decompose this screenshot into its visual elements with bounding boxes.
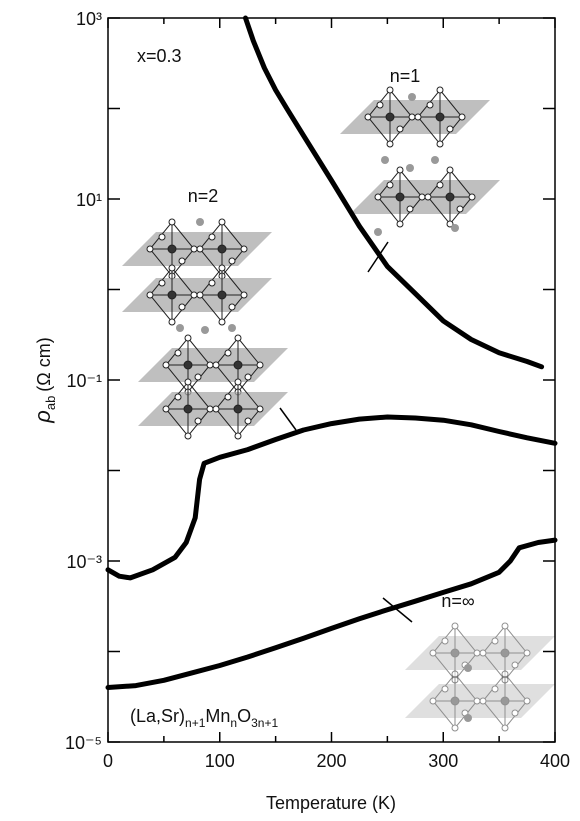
x-tick-label: 300 [428,751,458,771]
formula-text: (La,Sr) [130,706,185,726]
series-label: n=∞ [441,591,475,611]
x-tick-label: 400 [540,751,570,771]
y-tick-label: 10¹ [76,190,102,210]
annotation: x=0.3 [137,46,182,66]
formula-text: O [237,706,251,726]
formula-subscript: n [230,716,237,730]
y-tick-label: 10⁻³ [66,552,102,572]
formula: (La,Sr)n+1MnnO3n+1 [130,706,278,730]
y-tick-label: 10⁻⁵ [65,733,102,753]
series-line [243,15,545,370]
formula-subscript: 3n+1 [251,716,278,730]
series-label: n=1 [390,66,421,86]
y-axis-unit: (Ω cm) [34,337,54,391]
y-axis-symbol: ρ [30,410,55,424]
x-tick-label: 0 [103,751,113,771]
x-tick-label: 200 [316,751,346,771]
formula-subscript: n+1 [185,716,206,730]
structure-insets [121,86,556,732]
series-line [105,414,558,581]
series-label: n=2 [188,186,219,206]
x-axis-label: Temperature (K) [266,793,396,813]
y-tick-label: 10⁻¹ [66,371,102,391]
series-line [105,537,558,690]
y-axis-label: ρab (Ω cm) [30,337,58,424]
formula-text: Mn [205,706,230,726]
y-axis-subscript: ab [43,396,58,410]
x-tick-label: 100 [205,751,235,771]
y-tick-label: 10³ [76,9,102,29]
